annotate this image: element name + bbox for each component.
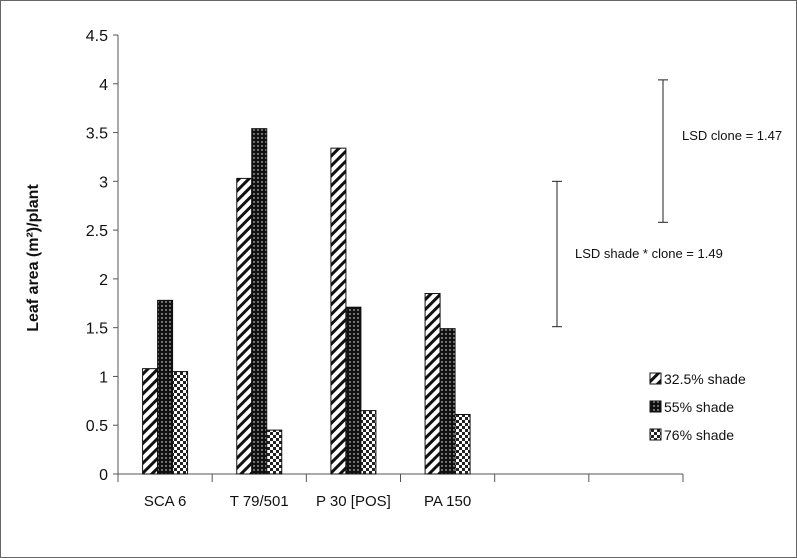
y-tick-label: 4.5 <box>86 28 108 45</box>
bar-dark-dots <box>251 128 268 475</box>
legend: 32.5% shade 55% shade 76% shade <box>649 371 746 443</box>
bar-dark-dots <box>157 299 174 475</box>
x-tick-label: SCA 6 <box>144 493 187 510</box>
lsd-annotation-label: LSD clone = 1.47 <box>682 128 782 143</box>
bar-checker <box>172 371 189 475</box>
y-tick-label: 0 <box>99 467 108 484</box>
x-tick-label: T 79/501 <box>230 493 289 510</box>
y-tick-label: 3.5 <box>86 126 108 143</box>
y-tick-label: 2 <box>99 272 108 289</box>
bar-diagonal-hatch <box>330 147 347 475</box>
x-tick-label: PA 150 <box>424 493 471 510</box>
y-tick-label: 0.5 <box>86 418 108 435</box>
y-tick-label: 2.5 <box>86 223 108 240</box>
y-axis-ticks: 0 0.5 1 1.5 2 2.5 3 3.5 4 4.5 <box>86 28 118 484</box>
y-tick-label: 3 <box>99 174 108 191</box>
bar-checker <box>454 413 471 475</box>
bar-checker <box>266 429 283 475</box>
legend-label: 76% shade <box>664 427 734 443</box>
bar-diagonal-hatch <box>424 293 441 475</box>
x-axis-ticks: SCA 6 T 79/501 P 30 [POS] PA 150 <box>117 474 684 510</box>
legend-swatch-dark-dots <box>649 400 662 413</box>
y-axis-title: Leaf area (m²)/plant <box>25 184 42 332</box>
bar-checker <box>360 410 377 475</box>
lsd-annotation-label: LSD shade * clone = 1.49 <box>575 246 723 261</box>
bar-dark-dots <box>345 306 362 475</box>
x-tick-label: P 30 [POS] <box>316 493 391 510</box>
bar-diagonal-hatch <box>142 368 159 475</box>
bar-diagonal-hatch <box>236 177 253 475</box>
legend-label: 55% shade <box>664 399 734 415</box>
y-tick-label: 1 <box>99 369 108 386</box>
y-tick-label: 1.5 <box>86 321 108 338</box>
y-tick-label: 4 <box>99 77 108 94</box>
bar-group <box>142 128 471 475</box>
legend-swatch-checker <box>649 428 662 441</box>
bar-dark-dots <box>439 328 456 475</box>
legend-swatch-diagonal-hatch <box>649 372 662 385</box>
legend-label: 32.5% shade <box>664 371 746 387</box>
annotations: LSD clone = 1.47 LSD shade * clone = 1.49 <box>552 79 782 328</box>
